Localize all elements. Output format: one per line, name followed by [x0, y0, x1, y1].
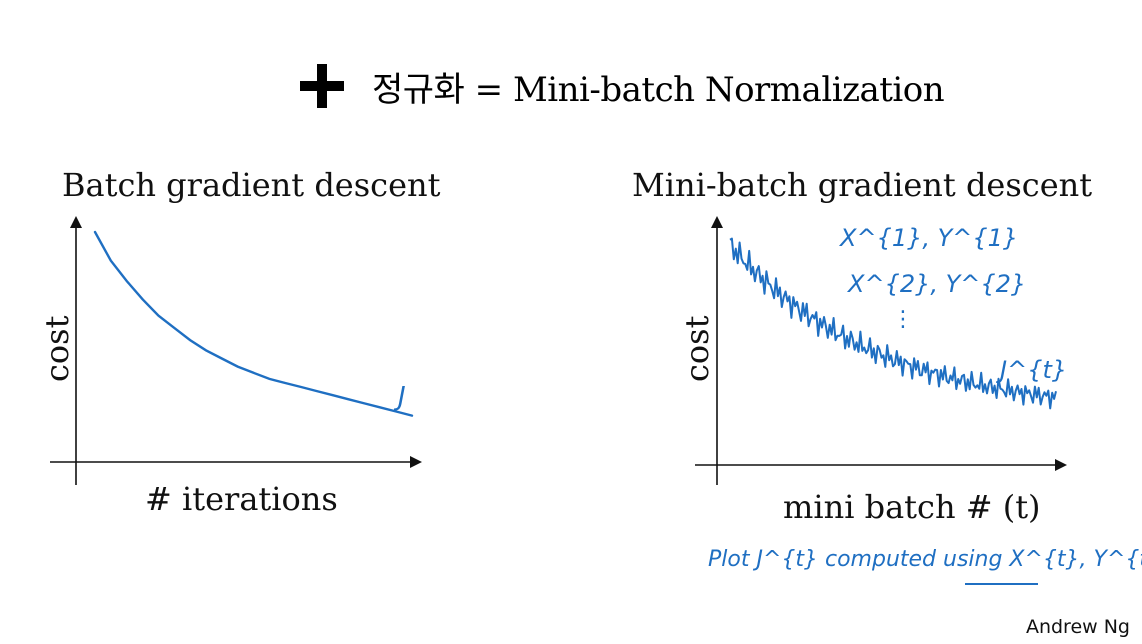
- ellipsis-annotation: ⋮: [892, 307, 914, 332]
- batch-xlabel: # iterations: [145, 480, 338, 518]
- author-credit: Andrew Ng: [1025, 616, 1130, 638]
- jt-annotation: J^{t}: [996, 356, 1067, 384]
- headline-text: 정규화 = Mini-batch Normalization: [372, 69, 945, 110]
- minibatch-chart-title: Mini-batch gradient descent: [632, 166, 1093, 204]
- plot-note-annotation: Plot J^{t} computed using X^{t}, Y^{t}: [708, 547, 1142, 572]
- minibatch-xlabel: mini batch # (t): [783, 488, 1041, 526]
- headline: 정규화 = Mini-batch Normalization: [300, 58, 945, 114]
- x2y2-annotation: X^{2}, Y^{2}: [846, 270, 1026, 298]
- plus-icon: [300, 64, 344, 108]
- batch-chart-title: Batch gradient descent: [62, 166, 441, 204]
- batch-j-annotation: J: [393, 382, 406, 412]
- x1y1-annotation: X^{1}, Y^{1}: [838, 224, 1018, 252]
- minibatch-cost-line: [729, 237, 1057, 410]
- batch-cost-line: [93, 230, 414, 417]
